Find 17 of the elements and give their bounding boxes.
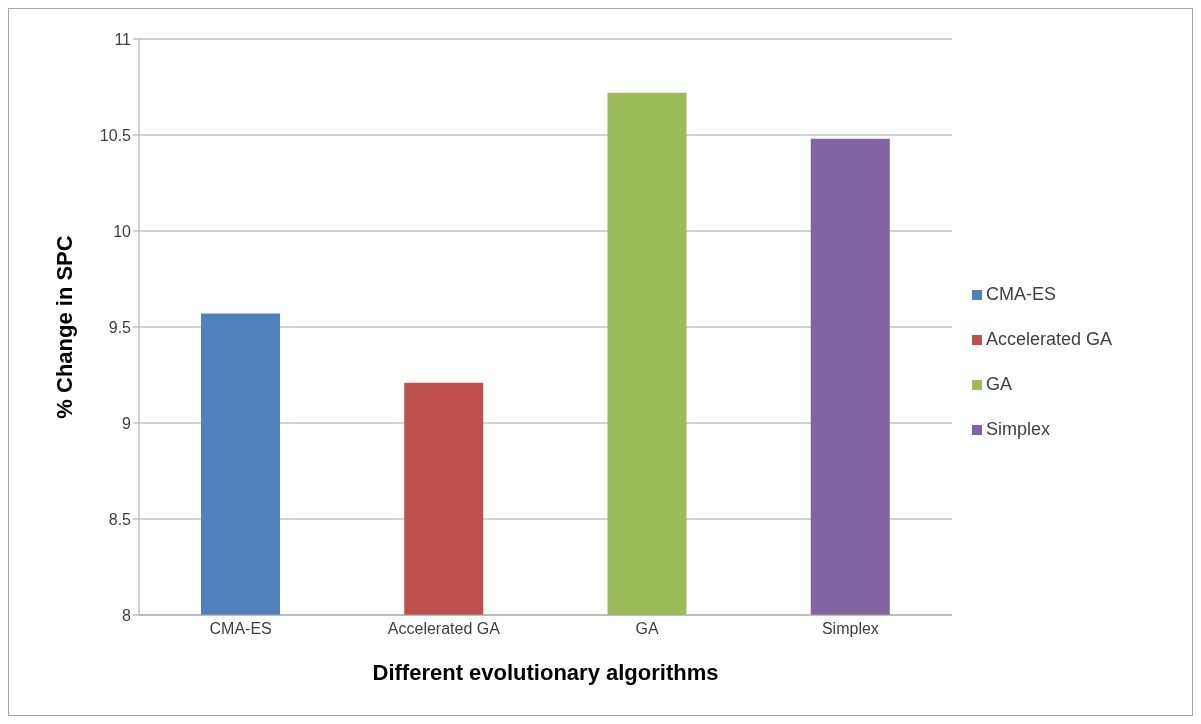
legend-label: Simplex — [986, 419, 1051, 439]
y-tick-label: 8 — [122, 606, 132, 624]
y-tick-label: 10.5 — [99, 126, 132, 144]
legend-label: GA — [986, 374, 1013, 394]
y-axis-title: % Change in SPC — [51, 235, 77, 419]
legend-label: Accelerated GA — [986, 329, 1113, 349]
y-tick-label: 9 — [122, 414, 132, 432]
x-tick-label: Simplex — [821, 620, 879, 638]
y-tick-label: 9.5 — [108, 318, 132, 336]
x-tick-label: CMA-ES — [209, 620, 272, 638]
legend-label: CMA-ES — [986, 284, 1057, 304]
y-tick-label: 10 — [113, 222, 132, 240]
x-axis-title: Different evolutionary algorithms — [372, 660, 719, 685]
x-tick-label: GA — [635, 620, 660, 638]
x-tick-label: Accelerated GA — [387, 620, 501, 638]
y-tick-label: 8.5 — [108, 510, 132, 528]
y-tick-label: 11 — [114, 30, 132, 48]
